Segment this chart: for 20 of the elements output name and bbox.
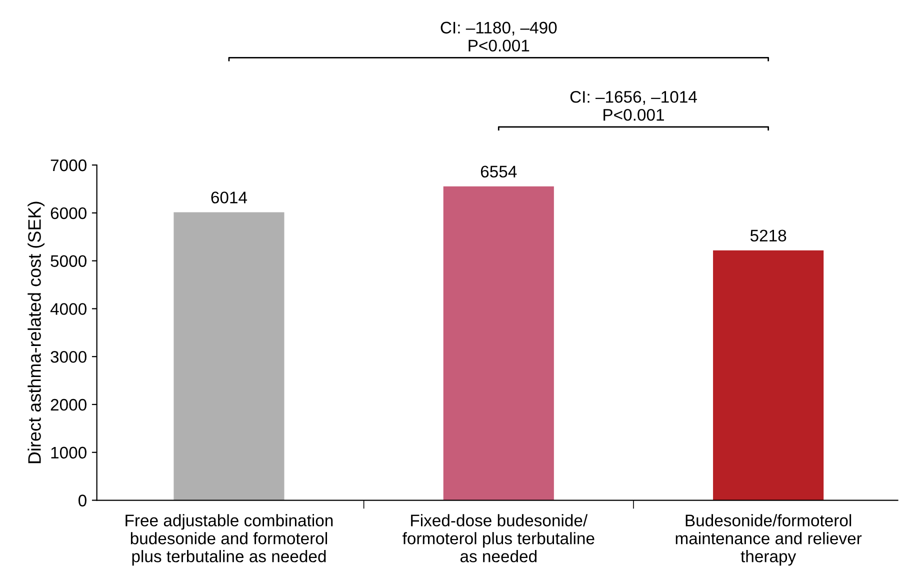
text: CI: –1180, –490 P<0.001	[440, 22, 557, 52]
y-tick-label: 6000	[50, 207, 86, 220]
data-label: 6014	[211, 192, 248, 204]
y-axis-title: Direct asthma-related cost (SEK)	[28, 202, 44, 464]
bar	[443, 186, 554, 500]
x-tick-label: Budesonide/formoterol maintenance and reliever therapy	[676, 514, 862, 566]
y-tick-label: 5000	[50, 255, 86, 268]
y-tick-label: 1000	[51, 446, 86, 459]
x-tick-label: Free adjustable combination budesonide and formoterol plus terbutaline as needed	[126, 514, 333, 566]
y-tick-label: 0	[78, 494, 86, 506]
y-tick-label: 7000	[50, 159, 86, 172]
bar	[713, 250, 824, 500]
y-tick-label: 2000	[50, 398, 86, 411]
y-tick-label: 4000	[50, 303, 86, 315]
data-label: 5218	[750, 230, 786, 242]
bar	[174, 212, 284, 500]
x-tick-label: Fixed-dose budesonide/ formoterol plus terbutaline as needed	[402, 514, 594, 562]
text: CI: –1656, –1014 P<0.001	[570, 91, 697, 121]
y-tick-label: 3000	[50, 350, 86, 363]
data-label: 6554	[480, 166, 517, 178]
